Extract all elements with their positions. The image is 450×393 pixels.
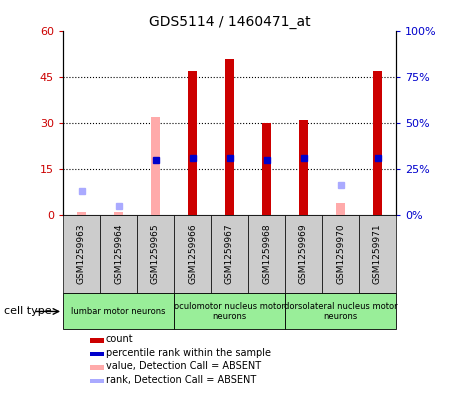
Title: GDS5114 / 1460471_at: GDS5114 / 1460471_at [148,15,310,29]
Text: GSM1259970: GSM1259970 [336,224,345,285]
Bar [77,212,86,215]
Bar [90,378,104,383]
Bar [336,203,345,215]
Bar [373,71,382,215]
Text: GSM1259966: GSM1259966 [188,224,197,285]
FancyBboxPatch shape [137,215,174,294]
FancyBboxPatch shape [100,215,137,294]
Text: GSM1259968: GSM1259968 [262,224,271,285]
Text: GSM1259971: GSM1259971 [373,224,382,285]
Bar [299,120,308,215]
FancyBboxPatch shape [63,215,100,294]
FancyBboxPatch shape [285,215,322,294]
Text: rank, Detection Call = ABSENT: rank, Detection Call = ABSENT [106,375,256,385]
Bar [90,352,104,356]
Text: GSM1259964: GSM1259964 [114,224,123,285]
Text: percentile rank within the sample: percentile rank within the sample [106,348,271,358]
FancyBboxPatch shape [63,294,174,329]
Text: cell type: cell type [4,307,52,316]
FancyBboxPatch shape [211,215,248,294]
Bar [151,117,160,215]
Text: lumbar motor neurons: lumbar motor neurons [71,307,166,316]
FancyBboxPatch shape [248,215,285,294]
Bar [114,212,123,215]
Bar [225,59,234,215]
Text: dorsolateral nucleus motor
neurons: dorsolateral nucleus motor neurons [284,302,397,321]
Bar [90,338,104,343]
FancyBboxPatch shape [174,215,211,294]
Bar [262,123,271,215]
Text: oculomotor nucleus motor
neurons: oculomotor nucleus motor neurons [174,302,285,321]
Text: value, Detection Call = ABSENT: value, Detection Call = ABSENT [106,361,261,371]
Text: count: count [106,334,134,345]
FancyBboxPatch shape [359,215,396,294]
Text: GSM1259963: GSM1259963 [77,224,86,285]
FancyBboxPatch shape [174,294,285,329]
Text: GSM1259969: GSM1259969 [299,224,308,285]
Text: GSM1259967: GSM1259967 [225,224,234,285]
FancyBboxPatch shape [322,215,359,294]
Bar [188,71,197,215]
Bar [90,365,104,370]
FancyBboxPatch shape [285,294,396,329]
Text: GSM1259965: GSM1259965 [151,224,160,285]
